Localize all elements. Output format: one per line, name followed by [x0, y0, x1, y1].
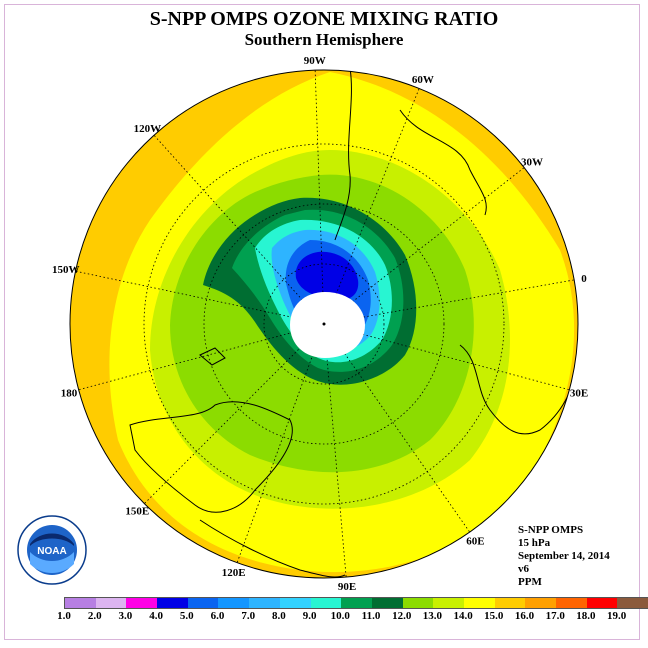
longitude-label: 90W — [304, 55, 326, 67]
colorbar-tick-label: 17.0 — [545, 610, 565, 622]
logo-text: NOAA — [37, 546, 66, 557]
figure-frame — [4, 4, 640, 640]
colorbar-tick-label: 9.0 — [302, 610, 317, 622]
coastline-new-zealand — [199, 347, 226, 366]
colorbar-swatch — [218, 598, 250, 608]
colorbar-tick-label: 6.0 — [210, 610, 225, 622]
colorbar-swatch — [586, 598, 618, 608]
info-version: v6 — [518, 563, 529, 575]
colorbar-tick-label: 18.0 — [576, 610, 596, 622]
colorbar-tick-label: 3.0 — [118, 610, 133, 622]
colorbar-swatch — [341, 598, 372, 608]
latitude-circle — [263, 263, 385, 385]
longitude-label: 30W — [521, 156, 543, 168]
colorbar-swatch — [249, 598, 280, 608]
colorbar-tick-label: 4.0 — [149, 610, 163, 622]
longitude-label: 120E — [222, 567, 246, 579]
coastline-africa-north — [399, 109, 487, 216]
colorbar-tick-label: 8.0 — [272, 610, 286, 622]
logo-water-icon — [30, 552, 74, 573]
colorbar-tick-label: 1.0 — [57, 610, 71, 622]
colorbar-swatch — [433, 598, 464, 608]
logo-bird-icon — [30, 533, 74, 546]
noaa-logo: NOAA — [17, 515, 87, 585]
polar-night-no-data — [290, 292, 365, 358]
colorbar-tick-label: 19.0 — [606, 610, 627, 622]
info-block: S-NPP OMPS 15 hPa September 14, 2014 v6 … — [518, 524, 610, 589]
longitude-label: 60W — [412, 74, 434, 86]
colorbar — [64, 597, 648, 609]
colorbar-swatch — [65, 598, 96, 608]
longitude-label: 0 — [581, 273, 587, 285]
colorbar-swatch — [617, 598, 648, 608]
colorbar-swatch — [371, 598, 403, 608]
info-pressure: 15 hPa — [518, 537, 551, 549]
colorbar-swatch — [310, 598, 342, 608]
colorbar-swatch — [556, 598, 587, 608]
colorbar-tick-label: 10.0 — [330, 610, 350, 622]
longitude-labels: 90W 60W 30W 0 30E 60E 90E 120E 150E 180 150W 120W — [52, 55, 588, 593]
longitude-label: 150E — [125, 506, 149, 518]
colorbar-swatch — [95, 598, 127, 608]
south-pole-marker — [322, 322, 326, 326]
info-units: PPM — [518, 576, 542, 588]
colorbar-tick-label: 15.0 — [484, 610, 504, 622]
longitude-label: 120W — [134, 123, 162, 135]
longitude-label: 180 — [61, 387, 78, 399]
colorbar-tick-label: 2.0 — [87, 610, 102, 622]
colorbar-swatch — [494, 598, 526, 608]
longitude-label: 90E — [338, 581, 356, 593]
map-title: S-NPP OMPS OZONE MIXING RATIO — [149, 8, 499, 30]
ozone-field — [70, 70, 578, 578]
colorbar-swatch — [402, 598, 434, 608]
contour-5 — [295, 251, 359, 301]
colorbar-tick-label: 12.0 — [392, 610, 412, 622]
colorbar-swatch — [157, 598, 188, 608]
map-subtitle: Southern Hemisphere — [244, 30, 404, 49]
colorbar-tick-label: 7.0 — [241, 610, 256, 622]
coastline-indonesia — [199, 519, 346, 578]
colorbar-ticks: 1.0 2.0 3.0 4.0 5.0 6.0 7.0 8.0 9.0 10.0 11.0 12.0 1… — [52, 610, 626, 624]
colorbar-tick-label: 11.0 — [361, 610, 381, 622]
colorbar-swatch — [279, 598, 311, 608]
colorbar-swatch — [525, 598, 556, 608]
colorbar-tick-label: 14.0 — [453, 610, 473, 622]
colorbar-tick-label: 16.0 — [514, 610, 535, 622]
longitude-label: 30E — [570, 387, 588, 399]
longitude-label: 60E — [466, 535, 484, 547]
colorbar-tick-label: 5.0 — [179, 610, 194, 622]
colorbar-tick-label: 13.0 — [422, 610, 443, 622]
colorbar-swatch — [126, 598, 158, 608]
latitude-circle — [143, 143, 505, 505]
coastline-australia — [129, 401, 293, 513]
coastline-south-america — [334, 70, 352, 241]
info-instrument: S-NPP OMPS — [518, 524, 584, 536]
map-boundary — [69, 69, 579, 579]
latitude-circle — [203, 203, 445, 445]
colorbar-swatch — [463, 598, 495, 608]
longitude-label: 150W — [52, 264, 80, 276]
info-date: September 14, 2014 — [518, 550, 610, 562]
colorbar-swatch — [187, 598, 219, 608]
